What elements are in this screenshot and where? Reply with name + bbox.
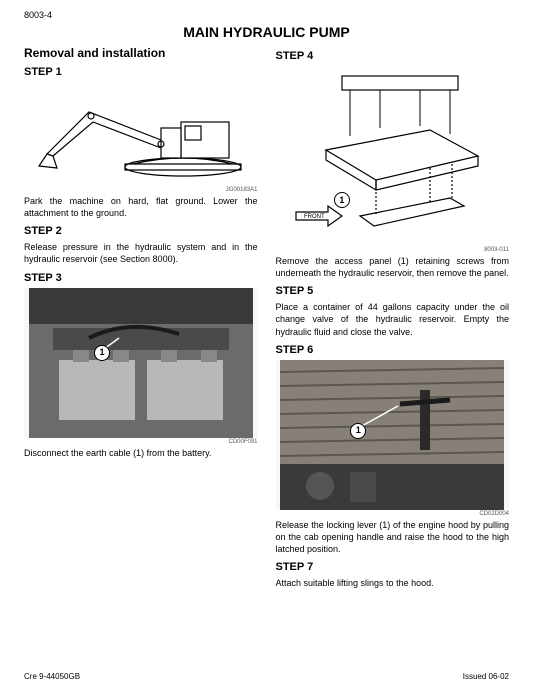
step6-figure-code: CD02D004 xyxy=(276,511,510,517)
step3-figure-code: CD00F091 xyxy=(24,439,258,445)
step5-text: Place a container of 44 gallons capacity… xyxy=(276,301,510,337)
step1-text: Park the machine on hard, flat ground. L… xyxy=(24,195,258,219)
step2-heading: STEP 2 xyxy=(24,225,258,237)
battery-photo-icon xyxy=(29,288,253,438)
step4-figure-code: 8003-011 xyxy=(276,247,510,253)
step4-heading: STEP 4 xyxy=(276,50,510,62)
step1-heading: STEP 1 xyxy=(24,66,258,78)
two-column-layout: Removal and installation STEP 1 xyxy=(24,44,509,591)
step6-heading: STEP 6 xyxy=(276,344,510,356)
page: 8003-4 MAIN HYDRAULIC PUMP Removal and i… xyxy=(0,0,533,689)
step6-figure: 1 xyxy=(276,360,510,510)
step2-text: Release pressure in the hydraulic system… xyxy=(24,241,258,265)
step4-callout-1: 1 xyxy=(334,192,350,208)
step3-text: Disconnect the earth cable (1) from the … xyxy=(24,447,258,459)
footer-left: Cre 9-44050GB xyxy=(24,672,80,681)
step3-heading: STEP 3 xyxy=(24,272,258,284)
page-footer: Cre 9-44050GB Issued 06-02 xyxy=(24,672,509,681)
step3-figure: 1 xyxy=(24,288,258,438)
section-title: Removal and installation xyxy=(24,46,258,60)
step4-text: Remove the access panel (1) retaining sc… xyxy=(276,255,510,279)
step3-callout-1: 1 xyxy=(94,345,110,361)
step6-text: Release the locking lever (1) of the eng… xyxy=(276,519,510,555)
step4-figure: FRONT 1 xyxy=(276,66,510,246)
hood-lever-photo-icon xyxy=(280,360,504,510)
left-column: Removal and installation STEP 1 xyxy=(24,44,258,591)
step5-heading: STEP 5 xyxy=(276,285,510,297)
front-label: FRONT xyxy=(304,214,325,220)
excavator-drawing-icon xyxy=(29,82,253,186)
right-column: STEP 4 FRONT xyxy=(276,44,510,591)
step7-text: Attach suitable lifting slings to the ho… xyxy=(276,577,510,589)
step1-figure xyxy=(24,82,258,186)
access-panel-drawing-icon: FRONT xyxy=(280,66,504,246)
step6-callout-1: 1 xyxy=(350,423,366,439)
page-number: 8003-4 xyxy=(24,10,509,20)
footer-right: Issued 06-02 xyxy=(463,672,509,681)
step1-figure-code: JG00183A1 xyxy=(24,187,258,193)
step7-heading: STEP 7 xyxy=(276,561,510,573)
main-title: MAIN HYDRAULIC PUMP xyxy=(24,24,509,40)
